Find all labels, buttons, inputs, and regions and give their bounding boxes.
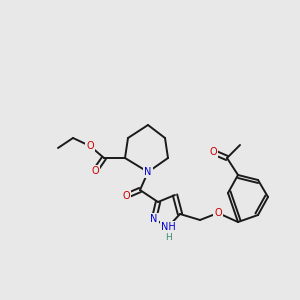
Text: NH: NH <box>160 222 175 232</box>
Text: O: O <box>214 208 222 218</box>
Text: O: O <box>91 166 99 176</box>
Text: N: N <box>144 167 152 177</box>
Text: O: O <box>86 141 94 151</box>
Text: O: O <box>122 191 130 201</box>
Text: H: H <box>165 232 171 242</box>
Text: O: O <box>209 147 217 157</box>
Text: N: N <box>150 214 158 224</box>
